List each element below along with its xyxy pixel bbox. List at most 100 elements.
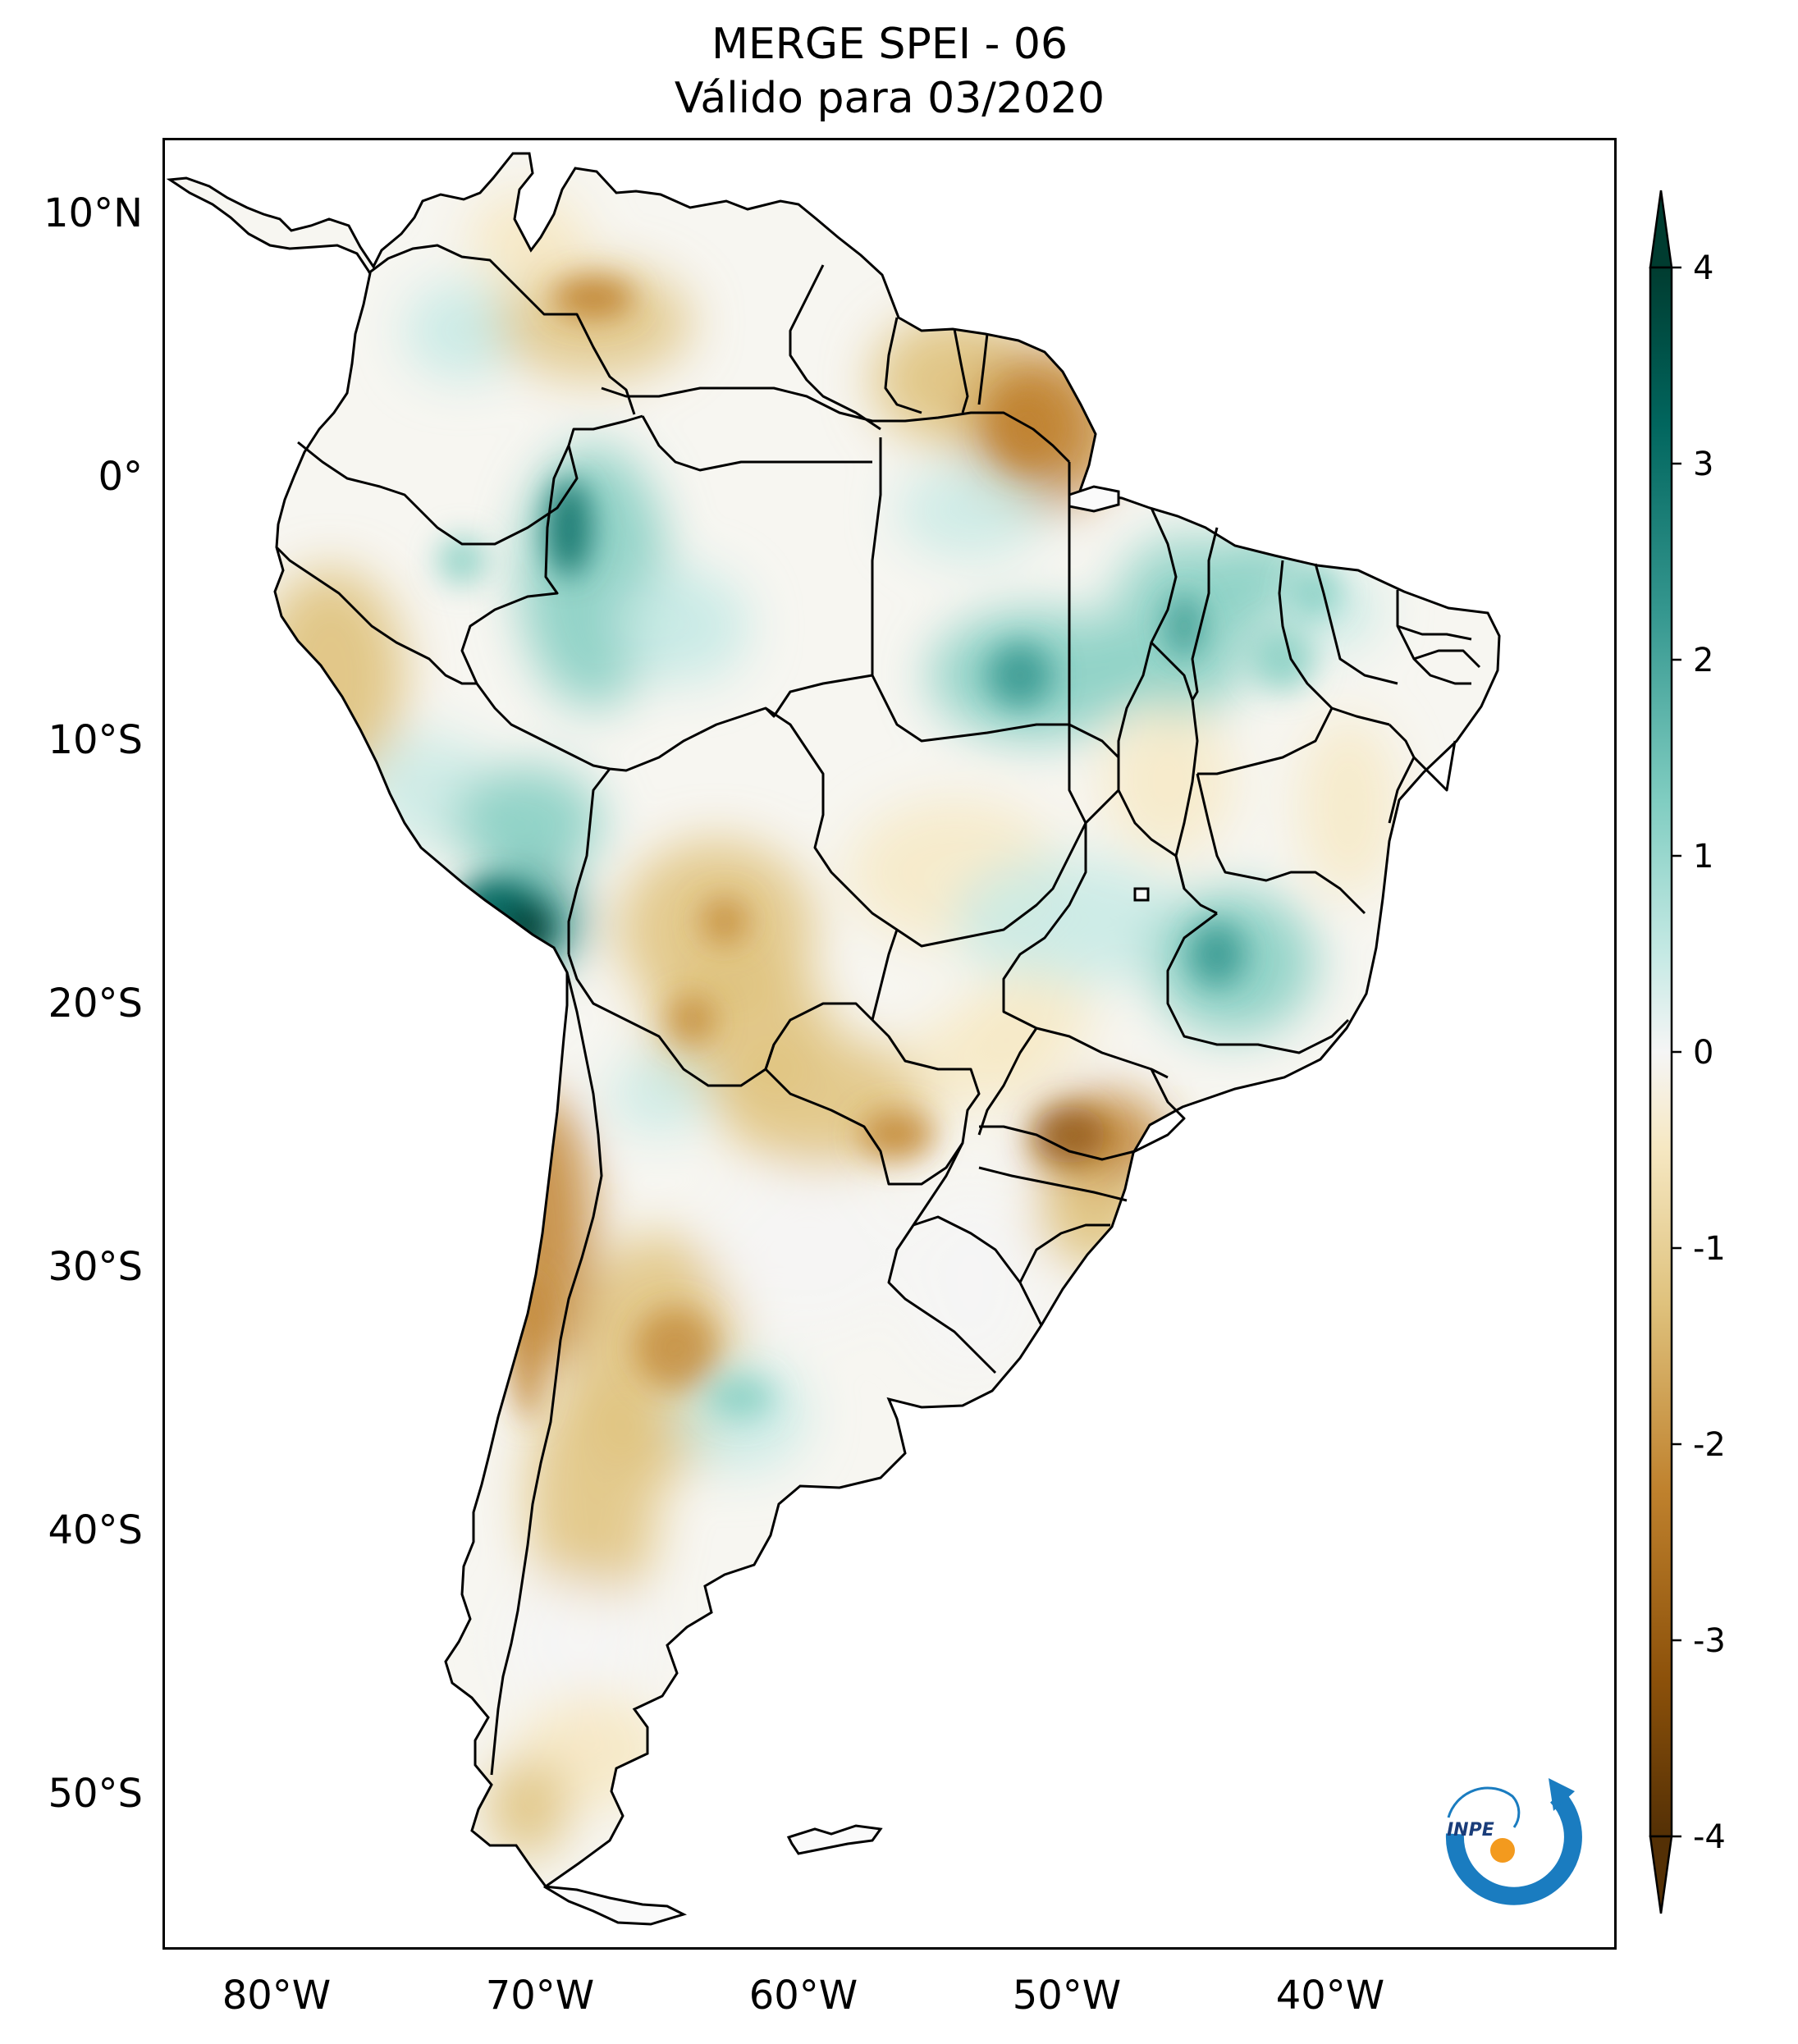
spei-anomaly-patch [708, 1168, 905, 1332]
colorbar-tick-3: 3 [1693, 446, 1714, 483]
border-line [475, 683, 701, 772]
colorbar-tick-1: 1 [1693, 838, 1714, 876]
border-line [1412, 740, 1457, 792]
border-line [977, 1027, 1038, 1136]
lat-label-0: 0° [98, 454, 143, 500]
colorbar-cap-bottom [1649, 1835, 1673, 1914]
lon-label-50w: 50°W [1012, 1973, 1122, 2019]
border-line [275, 546, 477, 685]
lat-label-30s: 30°S [48, 1244, 143, 1290]
spei-anomaly-patch [495, 1094, 593, 1373]
spei-anomaly-patch [552, 277, 634, 318]
border-line [1191, 527, 1219, 701]
border-line [567, 768, 611, 954]
border-line [1197, 707, 1334, 775]
spei-anomaly-patch [437, 536, 487, 585]
south-america-land [170, 153, 1499, 1886]
lat-label-20s: 20°S [48, 981, 143, 1027]
lat-label-50s: 50°S [48, 1771, 143, 1817]
spei-anomaly-patch [470, 191, 585, 290]
border-line [1166, 912, 1350, 1054]
border-line [978, 1166, 1128, 1202]
spei-anomaly-patch [1188, 921, 1246, 987]
border-line [699, 706, 899, 1021]
colorbar-tick-4: 4 [1693, 249, 1714, 287]
island [1068, 485, 1120, 513]
spei-anomaly-patch [1164, 593, 1205, 659]
spei-anomaly-patch [495, 265, 692, 380]
border-line [789, 264, 881, 431]
border-line [297, 414, 643, 546]
spei-anomaly-patch [897, 462, 1045, 560]
border-line [1150, 641, 1199, 889]
border-line [1068, 462, 1087, 824]
island [786, 1824, 883, 1855]
lat-label-40s: 40°S [48, 1507, 143, 1553]
colorbar-tick-minus2: -2 [1693, 1426, 1726, 1464]
spei-anomaly-patch [708, 1377, 774, 1418]
lat-label-10s: 10°S [48, 717, 143, 763]
border-line [641, 415, 872, 472]
border-line [764, 674, 873, 718]
spei-anomaly-patch [405, 281, 519, 380]
lon-label-70w: 70°W [485, 1973, 595, 2019]
spei-anomaly-patch [1299, 716, 1398, 897]
inpe-logo: INPE [1445, 1778, 1582, 1905]
spei-anomaly-patch [1032, 1106, 1106, 1164]
spei-anomaly-patch [503, 1578, 651, 1709]
lon-label-60w: 60°W [748, 1973, 858, 2019]
border-line [977, 333, 989, 405]
spei-anomaly-patch [1250, 626, 1315, 692]
colorbar-tick-minus3: -3 [1693, 1622, 1726, 1660]
spei-anomaly-patch [1036, 1168, 1151, 1266]
border-line [1018, 1223, 1110, 1283]
map-frame: INPE [162, 138, 1617, 1950]
island [1133, 887, 1150, 902]
spei-anomaly-patch [991, 388, 1065, 470]
border-line [871, 437, 882, 675]
spei-anomaly-patch [610, 1053, 708, 1135]
spei-anomaly-patch [1291, 569, 1340, 618]
map-canvas: INPE [166, 152, 1582, 1926]
spei-anomaly-patch [963, 971, 1094, 1069]
border-line [884, 317, 922, 414]
spei-anomaly-patch [487, 1758, 569, 1857]
border-line [764, 1018, 981, 1186]
colorbar-cap-top [1649, 190, 1673, 269]
border-line [913, 1215, 1043, 1326]
colorbar-body [1649, 266, 1673, 1838]
border-line [1196, 773, 1366, 915]
border-line [1278, 560, 1390, 726]
border-line [1002, 823, 1169, 1079]
political-borders [275, 244, 1481, 1776]
spei-anomaly-patch [954, 856, 1184, 987]
spei-anomaly-patch [511, 1274, 544, 1422]
border-line [601, 386, 1071, 464]
islands [543, 485, 1150, 1926]
border-line [896, 723, 1120, 948]
coastline [166, 152, 1501, 1889]
lon-label-80w: 80°W [222, 1973, 332, 2019]
border-line [368, 244, 636, 415]
spei-anomaly-patch [905, 1192, 1036, 1373]
inpe-logo-text: INPE [1447, 1820, 1494, 1841]
spei-anomaly-patch [528, 1373, 659, 1619]
spei-anomaly-patch [634, 1307, 716, 1389]
spei-anomaly-patch [667, 995, 716, 1045]
border-line [567, 953, 874, 1087]
border-line [460, 445, 570, 684]
border-line [887, 1142, 997, 1374]
map-title: MERGE SPEI - 06 [711, 20, 1068, 69]
border-line [1314, 563, 1398, 685]
colorbar-tick-0: 0 [1693, 1034, 1714, 1072]
border-line [1117, 789, 1218, 915]
spei-anomaly-patch [454, 766, 602, 880]
colorbar-tick-minus4: -4 [1693, 1818, 1726, 1856]
map-subtitle: Válido para 03/2020 [674, 74, 1105, 123]
colorbar-tick-2: 2 [1693, 642, 1714, 679]
lon-label-40w: 40°W [1275, 1973, 1385, 2019]
border-line [1413, 649, 1481, 669]
spei-anomaly-patch [987, 642, 1053, 708]
border-line [979, 1068, 1186, 1161]
border-line [953, 328, 969, 414]
